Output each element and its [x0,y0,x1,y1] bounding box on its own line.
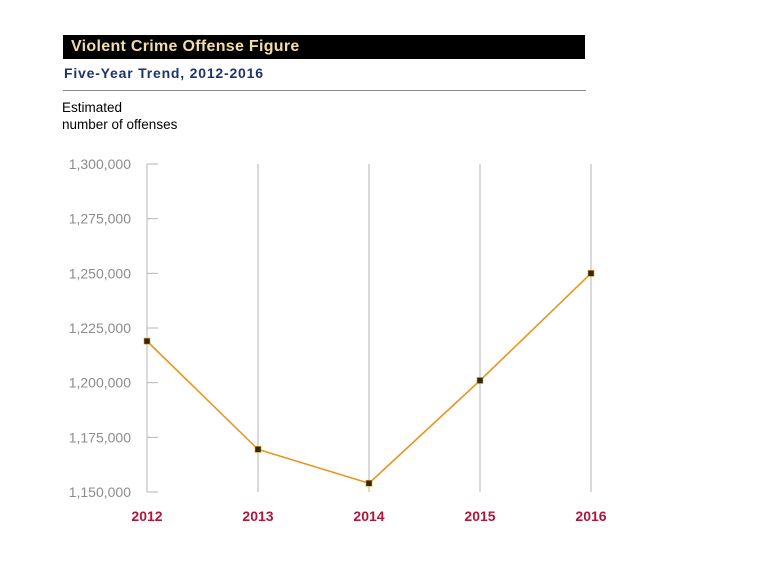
y-tick-label: 1,200,000 [69,375,131,391]
x-tick-label-2013: 2013 [242,508,273,524]
chart-title: Violent Crime Offense Figure [71,38,300,55]
y-axis-title-line-2: number of offenses [62,117,178,132]
header-divider [63,90,586,91]
y-tick-label: 1,150,000 [69,484,131,500]
chart-title-bar: Violent Crime Offense Figure [63,35,585,59]
y-axis-title: Estimated number of offenses [62,99,177,133]
x-tick-label-2014: 2014 [353,508,384,524]
y-tick-label: 1,250,000 [69,265,131,281]
x-tick-label-2012: 2012 [131,508,162,524]
y-tick-label: 1,300,000 [69,156,131,172]
data-point-2013 [254,446,262,453]
y-tick-label: 1,225,000 [69,320,131,336]
y-tick-label: 1,275,000 [69,211,131,227]
x-tick-label-2015: 2015 [464,508,495,524]
data-point-2015 [476,377,484,384]
data-point-2016 [587,270,595,277]
y-tick-label: 1,175,000 [69,429,131,445]
y-axis-title-line-1: Estimated [62,100,123,115]
chart-subtitle: Five-Year Trend, 2012-2016 [64,65,264,81]
data-point-2012 [143,337,151,345]
data-point-2014 [365,479,373,487]
x-tick-label-2016: 2016 [575,508,606,524]
